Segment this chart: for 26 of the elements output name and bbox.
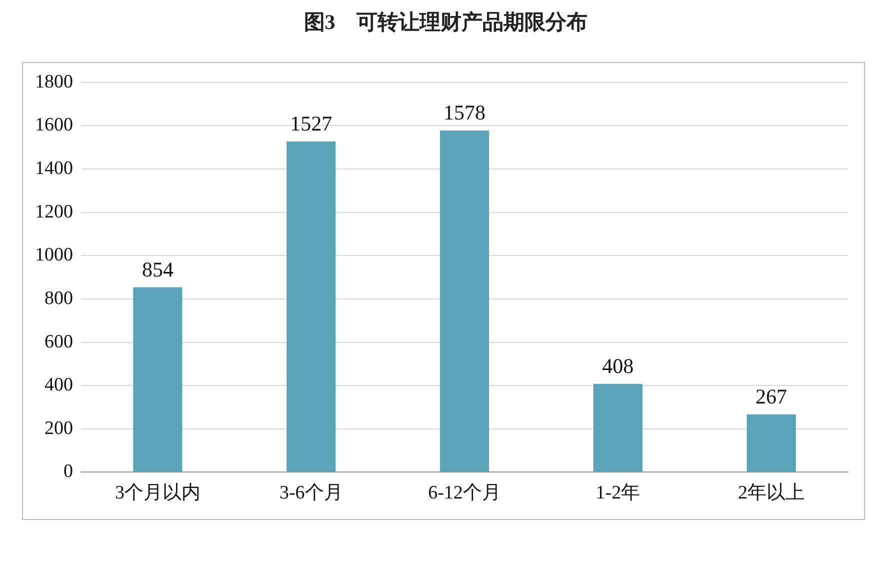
x-tick-label: 2年以上: [738, 482, 805, 504]
chart-title: 图3 可转让理财产品期限分布: [302, 9, 588, 36]
y-tick-label: 400: [44, 374, 73, 396]
data-label: 1578: [444, 100, 486, 124]
data-label: 1527: [290, 112, 332, 136]
bar: [286, 142, 336, 472]
data-label: 408: [602, 354, 634, 378]
y-tick-label: 600: [44, 331, 73, 352]
y-tick-label: 200: [44, 418, 73, 439]
y-tick-label: 1000: [35, 244, 73, 266]
x-tick-label: 6-12个月: [428, 482, 501, 504]
y-tick-label: 1400: [35, 158, 73, 180]
bar: [746, 414, 796, 472]
data-label: 854: [142, 257, 174, 282]
y-tick-label: 0: [64, 461, 73, 482]
y-tick-label: 1600: [35, 114, 73, 136]
y-tick-label: 1800: [35, 71, 73, 92]
bar: [593, 384, 642, 472]
data-label: 267: [756, 384, 788, 408]
y-tick-label: 1200: [35, 201, 73, 222]
x-tick-label: 3个月以内: [114, 482, 200, 504]
bar: [133, 287, 182, 472]
y-tick-label: 800: [44, 288, 73, 309]
x-tick-label: 3-6个月: [279, 482, 343, 504]
bar: [440, 130, 490, 472]
x-tick-label: 1-2年: [596, 482, 640, 504]
